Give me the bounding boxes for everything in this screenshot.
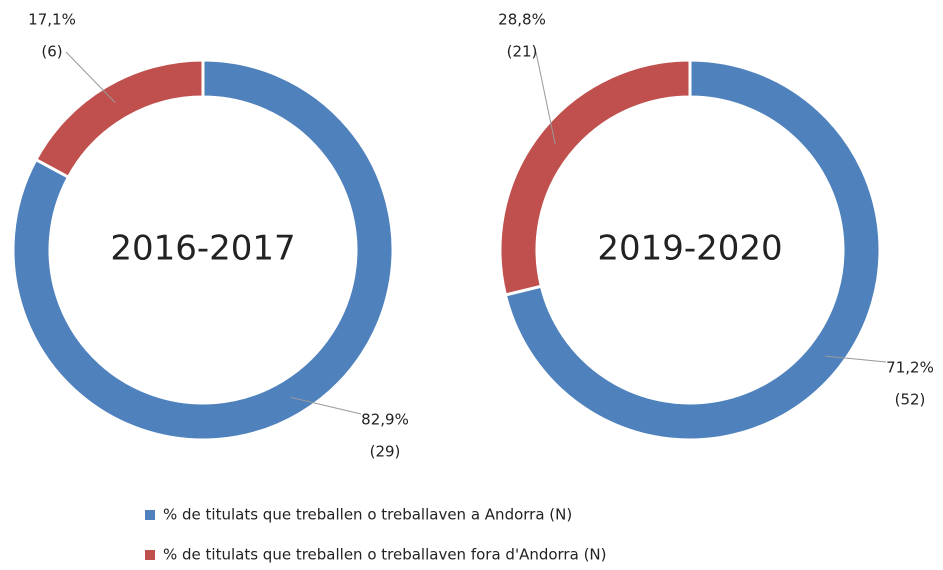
legend-label: % de titulats que treballen o treballave… bbox=[163, 506, 572, 524]
value-label: 17,1% bbox=[28, 11, 76, 29]
count-label: (21) bbox=[507, 43, 538, 61]
donut-slice bbox=[11, 58, 395, 442]
value-label: 82,9% bbox=[361, 411, 409, 429]
count-label: (29) bbox=[370, 443, 401, 461]
legend-swatch bbox=[145, 550, 155, 560]
donut-title: 2019-2020 bbox=[597, 229, 782, 269]
donut-title: 2016-2017 bbox=[110, 229, 295, 269]
count-label: (52) bbox=[895, 391, 926, 409]
donut-slice bbox=[33, 58, 205, 180]
leader-line bbox=[65, 51, 116, 104]
legend-label: % de titulats que treballen o treballave… bbox=[163, 546, 607, 564]
donut-slice bbox=[498, 58, 692, 297]
value-label: 71,2% bbox=[886, 359, 934, 377]
leader-line bbox=[535, 51, 556, 145]
count-label: (6) bbox=[41, 43, 62, 61]
leader-line bbox=[290, 396, 362, 415]
legend-swatch bbox=[145, 510, 155, 520]
value-label: 28,8% bbox=[498, 11, 546, 29]
donut-slice bbox=[503, 58, 882, 442]
leader-line bbox=[824, 355, 887, 363]
